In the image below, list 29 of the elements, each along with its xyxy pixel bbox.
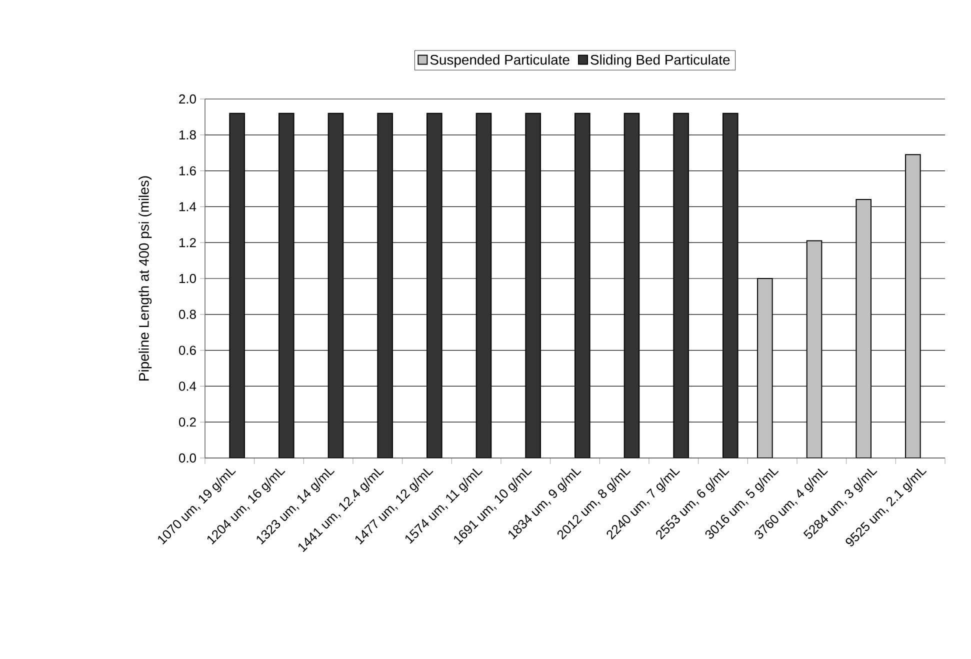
bar — [806, 240, 822, 458]
y-tick-label: 1.0 — [179, 274, 196, 284]
y-tick-label: 1.2 — [179, 238, 196, 248]
y-tick-label: 0.8 — [178, 310, 196, 319]
bar — [426, 112, 442, 458]
y-tick-label: 1.4 — [179, 202, 196, 212]
bar — [722, 112, 738, 458]
y-tick-label: 1.6 — [179, 166, 196, 176]
bar — [476, 112, 492, 458]
legend-label: Sliding Bed Particulate — [590, 54, 730, 68]
bar — [757, 278, 773, 458]
legend-label: Suspended Particulate — [430, 54, 570, 68]
bar — [377, 112, 393, 458]
bar — [574, 112, 590, 458]
y-tick-label: 0.6 — [178, 346, 196, 355]
bar — [856, 199, 872, 458]
y-tick-label: 2.0 — [179, 94, 196, 104]
bar — [229, 112, 245, 458]
y-axis-title: Pipeline Length at 400 psi (miles) — [138, 176, 152, 380]
y-tick-label: 0.0 — [178, 453, 196, 463]
y-tick-label: 0.4 — [178, 382, 196, 391]
y-tick-label: 1.8 — [179, 130, 196, 140]
bar — [624, 112, 640, 458]
bar — [673, 112, 689, 458]
bar — [278, 112, 294, 458]
bar — [525, 112, 541, 458]
y-tick-label: 0.2 — [178, 418, 196, 427]
bar — [328, 112, 344, 458]
bar — [905, 154, 921, 458]
